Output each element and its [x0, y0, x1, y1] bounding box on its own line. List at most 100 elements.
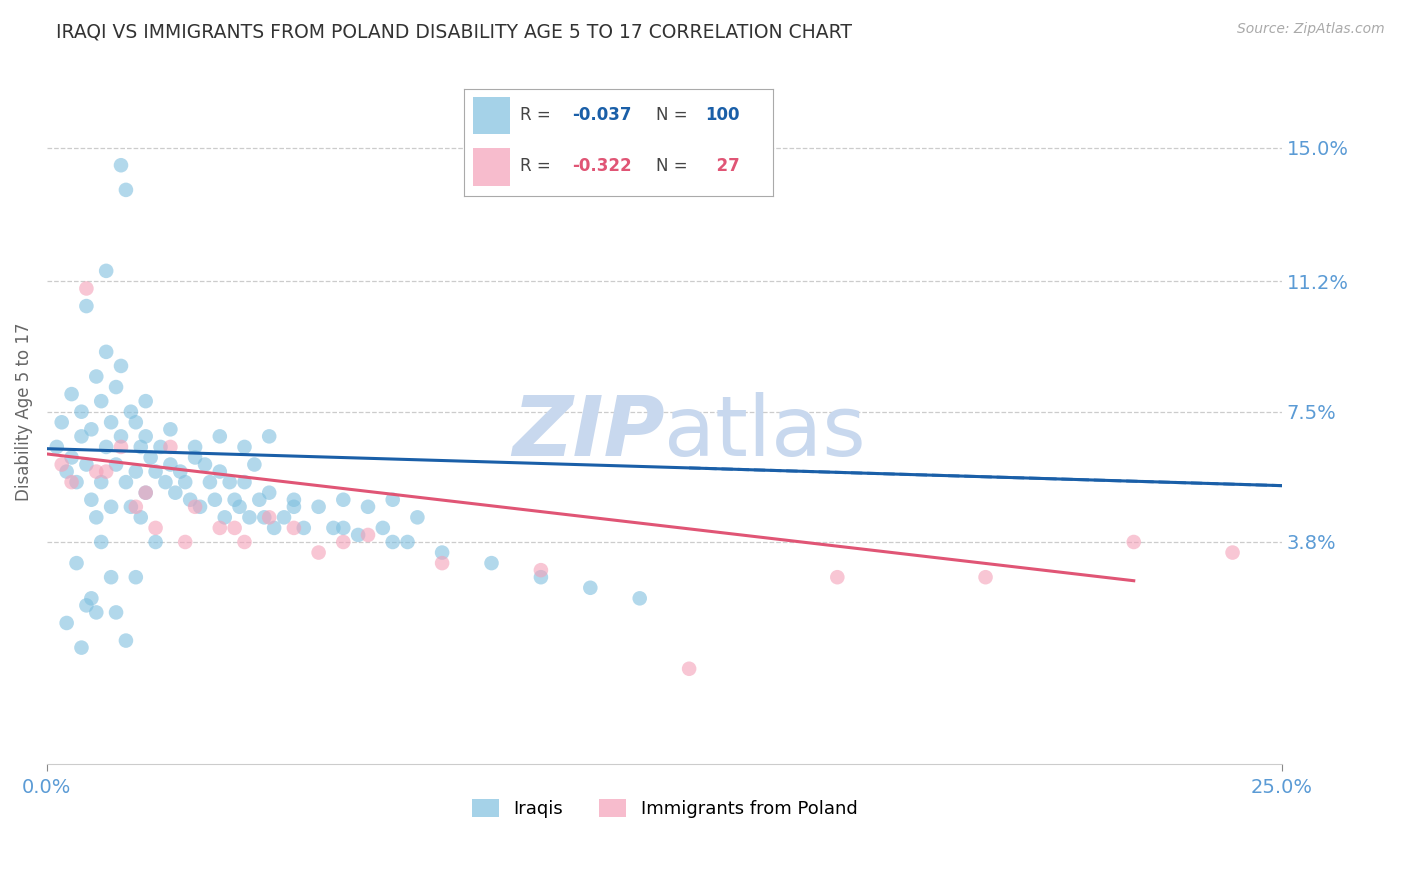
Point [308, 500, 330, 514]
Point [381, 492, 404, 507]
Point [90, 394, 112, 409]
Point [139, 450, 162, 465]
Point [263, 521, 285, 535]
Text: Source: ZipAtlas.com: Source: ZipAtlas.com [1237, 22, 1385, 37]
Text: N =: N = [655, 157, 693, 175]
Point [381, 535, 404, 549]
Point [247, 492, 270, 507]
Point [90, 535, 112, 549]
FancyBboxPatch shape [474, 96, 510, 134]
Point [70, 405, 93, 419]
Point [283, 492, 305, 507]
Point [188, 500, 211, 514]
Point [100, 570, 122, 584]
Point [84, 369, 107, 384]
Text: -0.322: -0.322 [572, 157, 631, 175]
Point [129, 510, 152, 524]
Point [65, 475, 87, 490]
Point [974, 570, 997, 584]
Point [233, 475, 256, 490]
Point [430, 545, 453, 559]
Point [135, 394, 157, 409]
Point [204, 492, 226, 507]
Point [332, 535, 354, 549]
Point [135, 429, 157, 443]
Point [51, 458, 73, 472]
Point [60, 475, 83, 490]
Point [110, 359, 132, 373]
Point [90, 475, 112, 490]
Point [45, 440, 67, 454]
Point [96, 465, 118, 479]
Point [84, 510, 107, 524]
Point [283, 500, 305, 514]
Point [105, 606, 128, 620]
Point [1122, 535, 1144, 549]
Point [75, 458, 97, 472]
Point [165, 485, 187, 500]
Point [70, 640, 93, 655]
Point [430, 556, 453, 570]
Point [100, 415, 122, 429]
FancyBboxPatch shape [474, 148, 510, 186]
Point [530, 563, 553, 577]
Text: 27: 27 [706, 157, 740, 175]
Point [257, 485, 280, 500]
Point [110, 158, 132, 172]
Point [332, 521, 354, 535]
Legend: Iraqis, Immigrants from Poland: Iraqis, Immigrants from Poland [464, 791, 865, 825]
Y-axis label: Disability Age 5 to 17: Disability Age 5 to 17 [15, 323, 32, 501]
Point [218, 475, 240, 490]
Point [80, 591, 103, 606]
Text: 100: 100 [706, 106, 740, 124]
Point [145, 535, 167, 549]
Point [357, 500, 380, 514]
Point [159, 440, 181, 454]
Point [70, 429, 93, 443]
Point [357, 528, 380, 542]
Point [120, 405, 142, 419]
Text: IRAQI VS IMMIGRANTS FROM POLAND DISABILITY AGE 5 TO 17 CORRELATION CHART: IRAQI VS IMMIGRANTS FROM POLAND DISABILI… [56, 22, 852, 41]
Point [129, 440, 152, 454]
Point [179, 492, 201, 507]
Point [80, 492, 103, 507]
Point [115, 633, 138, 648]
Point [224, 492, 246, 507]
Point [579, 581, 602, 595]
Point [194, 458, 217, 472]
Text: R =: R = [520, 157, 555, 175]
Point [198, 475, 221, 490]
Point [100, 500, 122, 514]
Point [159, 422, 181, 436]
Point [75, 281, 97, 295]
Point [184, 440, 207, 454]
Point [125, 415, 148, 429]
Point [530, 570, 553, 584]
Point [60, 450, 83, 465]
Point [84, 606, 107, 620]
Point [481, 556, 503, 570]
Point [1222, 545, 1244, 559]
Point [257, 510, 280, 524]
Point [308, 545, 330, 559]
Point [208, 429, 231, 443]
Point [224, 521, 246, 535]
Point [257, 429, 280, 443]
Point [125, 465, 148, 479]
Point [96, 344, 118, 359]
Point [55, 465, 77, 479]
Point [135, 485, 157, 500]
Point [628, 591, 651, 606]
Point [406, 510, 429, 524]
Point [135, 485, 157, 500]
Point [243, 458, 266, 472]
Point [347, 528, 370, 542]
Point [145, 521, 167, 535]
Point [208, 521, 231, 535]
Point [84, 465, 107, 479]
Point [396, 535, 419, 549]
Point [332, 492, 354, 507]
Point [233, 535, 256, 549]
Point [292, 521, 315, 535]
Point [60, 387, 83, 401]
